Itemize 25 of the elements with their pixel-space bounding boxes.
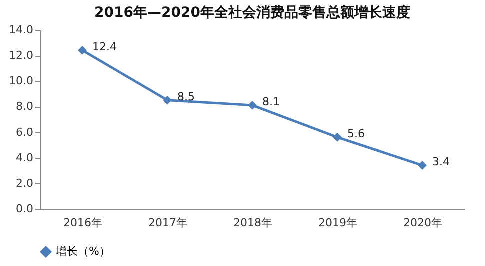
y-tick-label: 4.0 [16, 151, 34, 164]
y-tick-label: 6.0 [16, 126, 34, 139]
x-tick-label: 2020年 [404, 216, 442, 230]
point [163, 96, 172, 105]
chart-title: 2016年—2020年全社会消费品零售总额增长速度 [94, 4, 410, 21]
y-tick-label: 14.0 [9, 24, 34, 36]
y-tick-label: 10.0 [9, 74, 34, 88]
x-tick-label: 2019年 [318, 216, 358, 230]
legend-label: 增长（%） [55, 245, 110, 258]
y-tick-label: 2.0 [16, 176, 34, 190]
x-tick-label: 2017年 [148, 216, 188, 230]
y-tick-label: 12.0 [9, 49, 34, 62]
x-tick-label: 2016年 [64, 216, 102, 230]
y-tick-label: 8.0 [16, 100, 34, 114]
data-label: 8.1 [262, 95, 280, 108]
data-label: 12.4 [92, 40, 117, 54]
data-label: 8.5 [178, 90, 195, 104]
point [333, 132, 342, 142]
data-label: 5.6 [348, 127, 365, 140]
point [78, 46, 87, 55]
point [418, 161, 427, 170]
point [248, 100, 257, 110]
y-tick-label: 0.0 [16, 202, 34, 216]
x-tick-label: 2018年 [234, 216, 272, 230]
data-label: 3.4 [432, 156, 450, 169]
